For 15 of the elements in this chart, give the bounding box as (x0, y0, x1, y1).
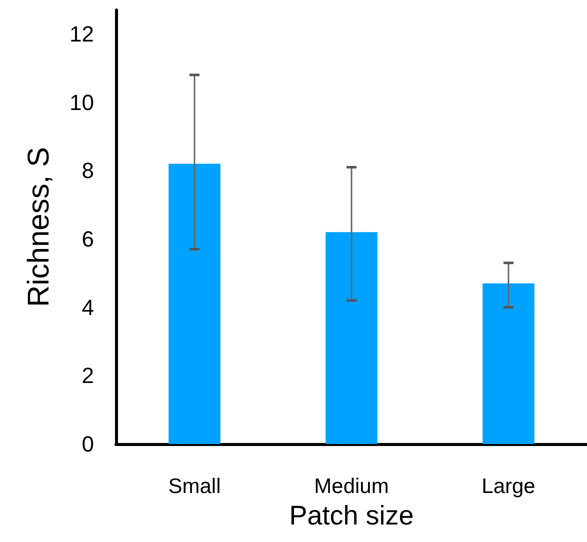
y-tick-label: 10 (70, 90, 94, 115)
y-tick-label: 2 (82, 363, 94, 388)
y-axis-title: Richness, S (22, 146, 56, 308)
x-tick-label: Large (482, 475, 536, 498)
x-tick-label: Medium (314, 475, 389, 498)
x-axis-title: Patch size (289, 500, 414, 530)
bar (168, 164, 220, 444)
y-tick-label: 4 (82, 294, 94, 320)
bar (482, 283, 534, 444)
y-tick-label: 8 (82, 158, 94, 184)
y-tick-label: 12 (70, 21, 94, 46)
x-tick-label: Small (168, 475, 221, 498)
y-tick-label: 6 (82, 226, 94, 252)
bar (326, 232, 378, 444)
y-tick-label: 0 (82, 432, 94, 456)
